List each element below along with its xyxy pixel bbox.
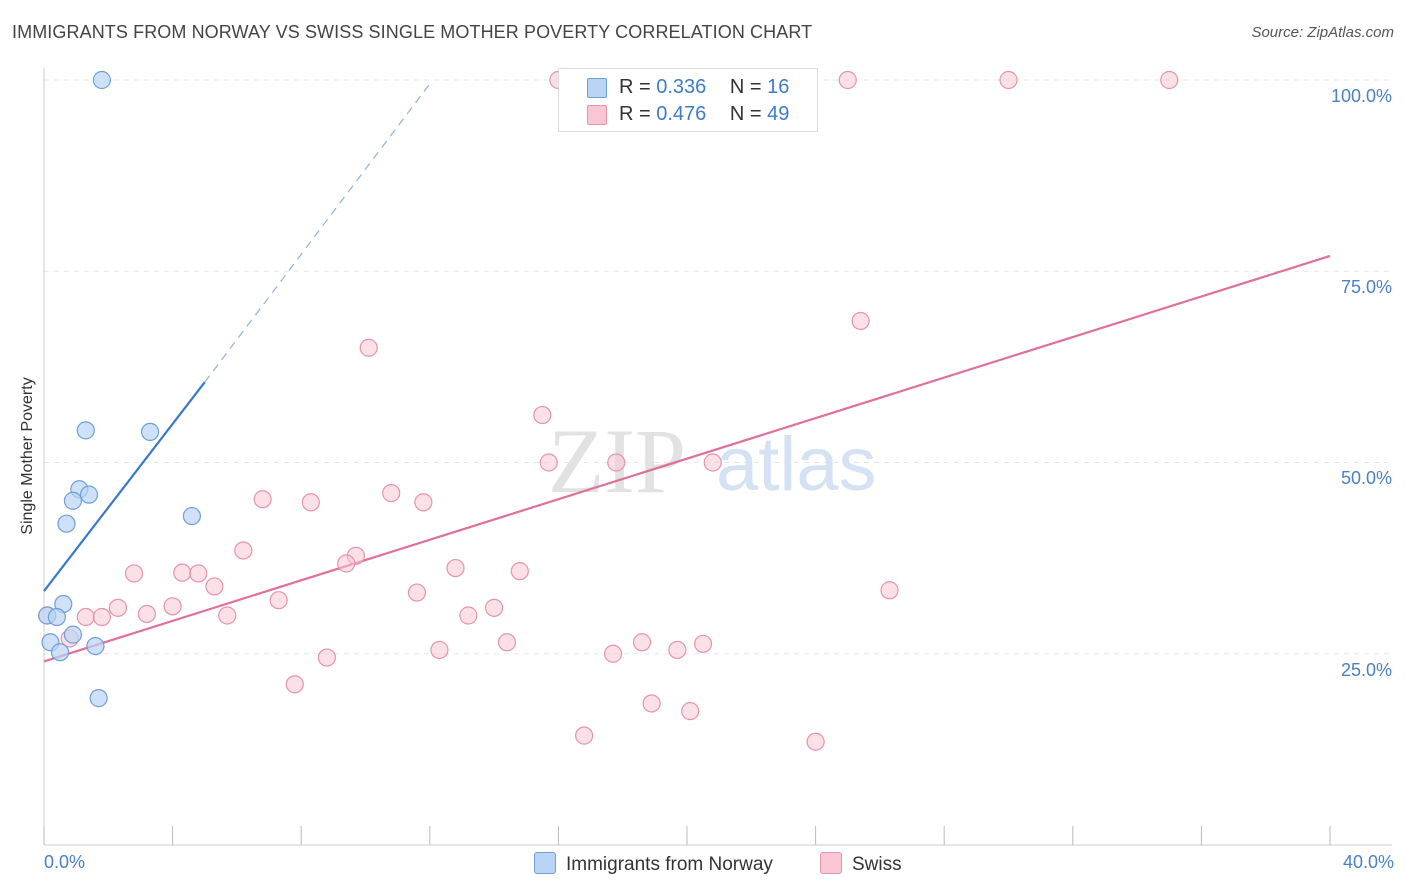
trend-lines [43, 83, 1331, 663]
swiss-point [681, 702, 700, 721]
swiss-point [414, 493, 433, 512]
swiss-point [137, 604, 156, 624]
x-tick-min: 0.0% [44, 852, 86, 872]
norway-point [47, 607, 66, 627]
swiss-trend-line [43, 254, 1331, 663]
swiss-r-value: 0.476 [656, 103, 707, 125]
norway-point [63, 625, 83, 644]
swiss-point [446, 558, 465, 578]
y-axis-label: Single Mother Poverty [19, 377, 36, 535]
swiss-point [407, 583, 427, 602]
swiss-point [607, 453, 626, 472]
swiss-point [430, 640, 449, 660]
swiss-n-label: N = [729, 103, 768, 125]
y-tick-75: 75.0% [1340, 277, 1392, 297]
norway-point [140, 422, 160, 441]
legend-swiss-label: Swiss [852, 854, 902, 875]
swiss-r-label: R = [619, 103, 657, 125]
legend-norway-swatch [534, 852, 556, 874]
swiss-point [269, 591, 288, 610]
swiss-point [603, 644, 623, 663]
norway-point [92, 70, 111, 90]
stats-legend: R = 0.336 N = 16 R = 0.476 N = 49 [558, 68, 818, 132]
norway-point [57, 514, 76, 533]
swiss-point [806, 732, 825, 751]
swiss-point [459, 606, 478, 625]
swiss-point [382, 484, 401, 503]
legend-row-norway: R = 0.336 N = 16 [587, 76, 789, 99]
swiss-point [189, 564, 208, 583]
swiss-point [234, 541, 253, 560]
norway-trend-line [43, 381, 206, 592]
source-label: Source: ZipAtlas.com [1251, 24, 1394, 41]
swiss-point [253, 490, 272, 509]
swiss-point [539, 453, 558, 472]
swiss-point [359, 338, 378, 357]
swiss-point [173, 563, 192, 582]
legend-row-swiss: R = 0.476 N = 49 [587, 103, 789, 126]
legend-item-swiss: Swiss [820, 852, 902, 876]
legend-norway-label: Immigrants from Norway [566, 854, 773, 875]
swiss-point [485, 598, 504, 617]
swiss-point [533, 405, 552, 425]
norway-r-label: R = [619, 76, 657, 98]
norway-n-value: 16 [767, 76, 790, 98]
swiss-point [838, 70, 857, 90]
norway-point [86, 636, 105, 656]
swiss-point [92, 607, 111, 627]
swiss-point [703, 453, 722, 472]
legend-item-norway: Immigrants from Norway [534, 852, 773, 876]
norway-swatch [587, 78, 607, 98]
swiss-point [575, 726, 594, 745]
swiss-point [880, 581, 899, 600]
norway-point [182, 506, 201, 526]
norway-point [63, 491, 83, 510]
norway-trend-extension [204, 83, 431, 383]
swiss-point [124, 564, 144, 583]
swiss-point [999, 70, 1018, 90]
swiss-point [632, 633, 652, 652]
swiss-n-value: 49 [767, 103, 790, 125]
swiss-point [163, 597, 182, 616]
swiss-point [851, 311, 870, 331]
norway-point [79, 485, 99, 504]
swiss-point [642, 694, 661, 713]
y-tick-25: 25.0% [1340, 660, 1392, 680]
swiss-point [218, 606, 237, 625]
swiss-point [693, 634, 713, 653]
chart-title: IMMIGRANTS FROM NORWAY VS SWISS SINGLE M… [12, 22, 813, 42]
legend-swiss-swatch [820, 852, 842, 874]
norway-n-label: N = [729, 76, 768, 98]
swiss-point [668, 640, 687, 660]
swiss-point [497, 633, 517, 652]
swiss-point [301, 493, 320, 512]
gridlines [44, 79, 1392, 655]
norway-point [89, 689, 108, 708]
norway-r-value: 0.336 [656, 76, 707, 98]
y-tick-100: 100.0% [1330, 86, 1392, 106]
swiss-swatch [587, 105, 607, 125]
swiss-point [1160, 70, 1179, 90]
norway-point [50, 643, 70, 662]
watermark-atlas: atlas [716, 422, 877, 507]
axes [43, 68, 1392, 846]
swiss-point [285, 675, 304, 694]
swiss-point [337, 554, 356, 573]
swiss-point [317, 648, 337, 667]
norway-point [76, 421, 95, 440]
swiss-point [510, 562, 529, 581]
swiss-point [76, 607, 95, 627]
y-tick-50: 50.0% [1340, 468, 1392, 488]
data-points [38, 70, 1179, 751]
swiss-point [108, 598, 128, 617]
x-tick-max: 40.0% [1342, 852, 1394, 872]
swiss-point [205, 577, 224, 596]
